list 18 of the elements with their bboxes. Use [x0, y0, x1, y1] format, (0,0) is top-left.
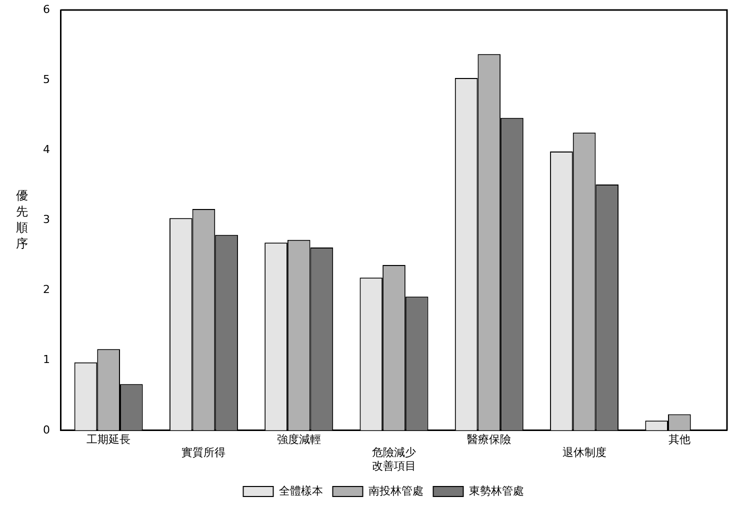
x-tick-label: 危險減少改善項目: [372, 446, 416, 472]
x-tick-label: 其他: [668, 432, 690, 446]
y-tick-label: 3: [43, 213, 50, 226]
x-tick-label: 實質所得: [182, 446, 226, 460]
y-axis-title: 優先順序: [16, 188, 28, 250]
x-tick-label: 工期延長: [86, 432, 131, 446]
x-tick-label: 強度減輕: [276, 432, 321, 446]
y-tick-label: 1: [43, 353, 50, 366]
y-tick-label: 0: [43, 423, 50, 436]
legend-label: 東勢林管處: [468, 484, 524, 498]
x-tick-label: 醫療保險: [467, 432, 512, 446]
y-tick-label: 4: [43, 142, 50, 156]
legend-label: 全體樣本: [278, 484, 323, 498]
y-tick-label: 2: [43, 283, 50, 296]
x-tick-label: 退休制度: [562, 446, 606, 460]
legend-label: 南投林管處: [368, 484, 424, 498]
y-tick-label: 6: [43, 2, 50, 16]
y-tick-label: 5: [43, 72, 50, 86]
